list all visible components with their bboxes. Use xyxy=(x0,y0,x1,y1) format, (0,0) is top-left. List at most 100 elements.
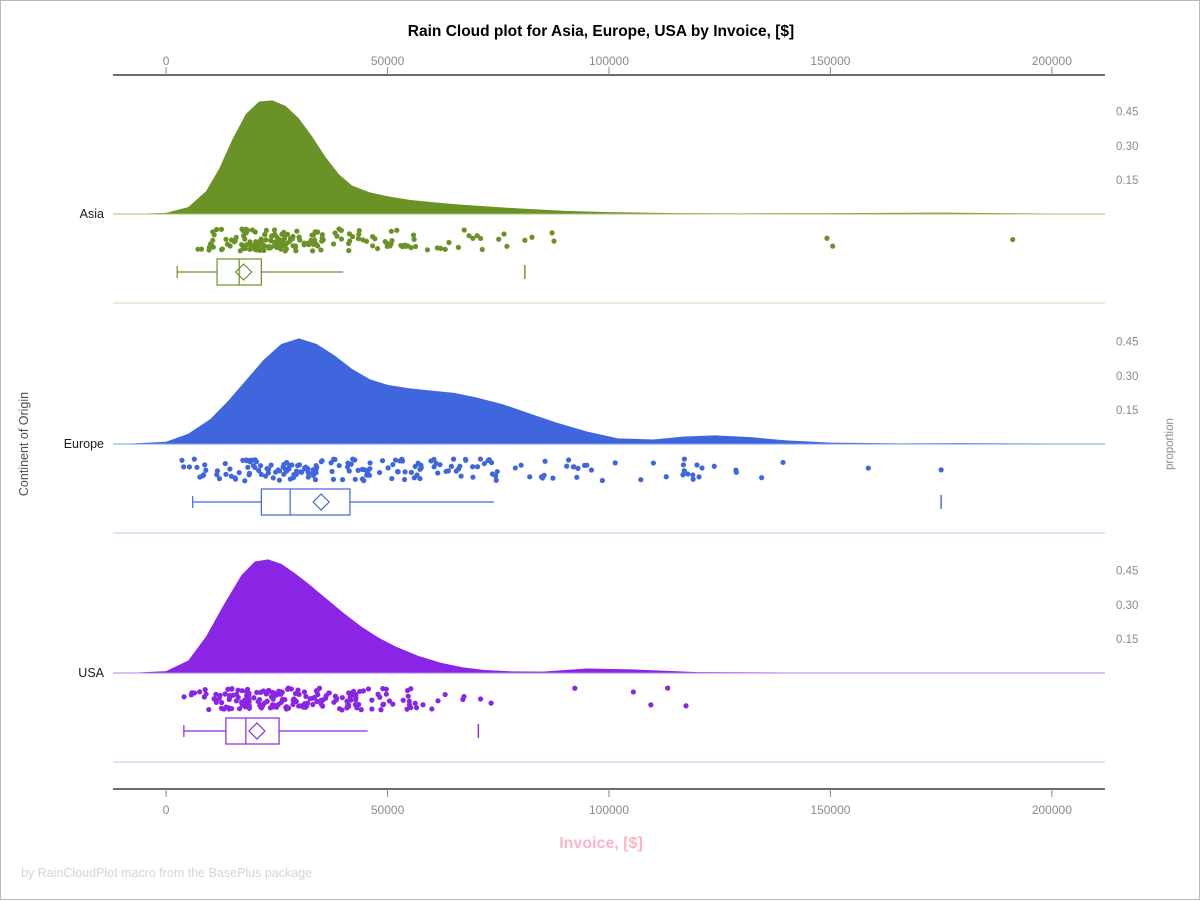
rain-dot xyxy=(865,465,871,471)
rain-dot xyxy=(310,701,316,708)
rain-dot xyxy=(206,706,212,713)
rain-dot xyxy=(319,458,325,464)
rain-dot xyxy=(181,694,187,700)
rain-dot xyxy=(292,244,298,250)
rain-dot xyxy=(824,235,830,241)
rain-dot xyxy=(380,701,387,707)
top-axis-tick-label: 150000 xyxy=(810,54,850,68)
top-axis-tick-label: 0 xyxy=(163,54,170,68)
rain-dot xyxy=(830,243,836,249)
rain-dot xyxy=(358,707,364,713)
rain-dot xyxy=(229,686,235,692)
density-curve xyxy=(130,100,1105,214)
rain-dot xyxy=(575,465,581,471)
rain-dot xyxy=(488,700,494,706)
rain-dot xyxy=(227,693,233,699)
box-iqr xyxy=(260,488,351,516)
rain-dot xyxy=(461,227,467,233)
rain-dot xyxy=(214,226,220,233)
rain-dot xyxy=(296,703,302,709)
rain-dot xyxy=(279,238,286,244)
rain-dot xyxy=(245,464,251,470)
bottom-axis-tick-label: 150000 xyxy=(810,803,850,817)
rain-dot xyxy=(181,464,187,470)
rain-dot xyxy=(648,702,654,708)
rain-dot xyxy=(273,704,280,710)
rain-dot xyxy=(462,456,469,462)
rain-dot xyxy=(474,233,480,239)
rain-dot xyxy=(494,469,500,475)
rain-dot xyxy=(415,460,421,466)
rain-dot xyxy=(202,462,208,468)
rain-dot xyxy=(638,477,644,483)
rain-dot xyxy=(780,459,786,466)
rain-dot xyxy=(378,707,384,713)
rain-dot xyxy=(263,227,269,233)
proportion-tick-label: 0.30 xyxy=(1116,600,1138,612)
rain-dot xyxy=(370,243,376,249)
category-label-usa: USA xyxy=(78,666,104,680)
rain-dot xyxy=(312,477,319,483)
rain-dot xyxy=(318,247,324,253)
rain-dot xyxy=(318,697,324,703)
rain-dot xyxy=(339,707,345,713)
box-plot xyxy=(183,717,480,745)
rain-dot xyxy=(251,695,257,701)
rain-dot-outlier xyxy=(584,462,590,468)
rain-dot xyxy=(246,703,252,709)
rain-dot xyxy=(262,231,268,238)
rain-dot xyxy=(266,466,272,472)
rain-dot xyxy=(261,243,268,249)
rain-dot xyxy=(681,456,688,462)
rain-dot xyxy=(281,461,287,468)
rain-dot xyxy=(268,233,275,240)
rain-dot xyxy=(336,462,342,469)
rain-dot-outlier xyxy=(424,247,431,253)
box-iqr xyxy=(225,717,280,745)
rain-dot xyxy=(571,464,577,470)
rain-dot xyxy=(383,691,389,697)
rain-dot xyxy=(711,463,717,469)
rain-dot xyxy=(179,457,185,463)
rain-dot xyxy=(369,697,375,703)
rain-dot xyxy=(254,689,260,696)
mean-diamond-marker xyxy=(248,722,266,740)
rain-dot xyxy=(270,696,276,702)
rain-dot xyxy=(309,248,316,254)
rain-dot xyxy=(219,700,225,706)
rain-dot-outlier xyxy=(460,696,466,703)
rain-dot xyxy=(239,688,245,694)
proportion-tick-label: 0.45 xyxy=(1116,566,1138,578)
rain-dot xyxy=(281,471,287,477)
rain-dot xyxy=(413,705,420,711)
rain-dot xyxy=(242,236,248,242)
bottom-axis-tick-label: 50000 xyxy=(371,803,405,817)
rain-dot xyxy=(265,687,272,694)
rain-dot xyxy=(319,232,325,238)
rain-dot xyxy=(408,469,414,475)
rain-dot xyxy=(313,241,319,247)
rain-dot xyxy=(685,471,691,477)
rain-dot xyxy=(338,236,345,242)
rain-dot xyxy=(663,474,669,480)
rain-dot-outlier xyxy=(455,244,462,250)
rain-dot xyxy=(256,239,262,245)
rain-dot xyxy=(313,467,319,473)
rain-dot xyxy=(296,462,303,468)
rain-dot xyxy=(450,456,457,462)
rain-dot xyxy=(470,464,476,470)
rain-dot xyxy=(305,470,311,476)
rain-dot xyxy=(203,691,209,697)
rain-dot xyxy=(435,698,441,704)
rain-dot xyxy=(733,469,739,475)
rain-dot xyxy=(298,469,304,475)
rain-dot xyxy=(680,472,686,478)
rain-dot xyxy=(344,705,350,711)
rain-dot xyxy=(279,696,286,703)
page-title: Rain Cloud plot for Asia, Europe, USA by… xyxy=(408,23,794,40)
rain-dot xyxy=(541,472,547,478)
rain-dot xyxy=(328,460,334,466)
rain-dot xyxy=(214,468,220,474)
rain-dot xyxy=(356,231,362,237)
rain-dot xyxy=(307,696,313,702)
